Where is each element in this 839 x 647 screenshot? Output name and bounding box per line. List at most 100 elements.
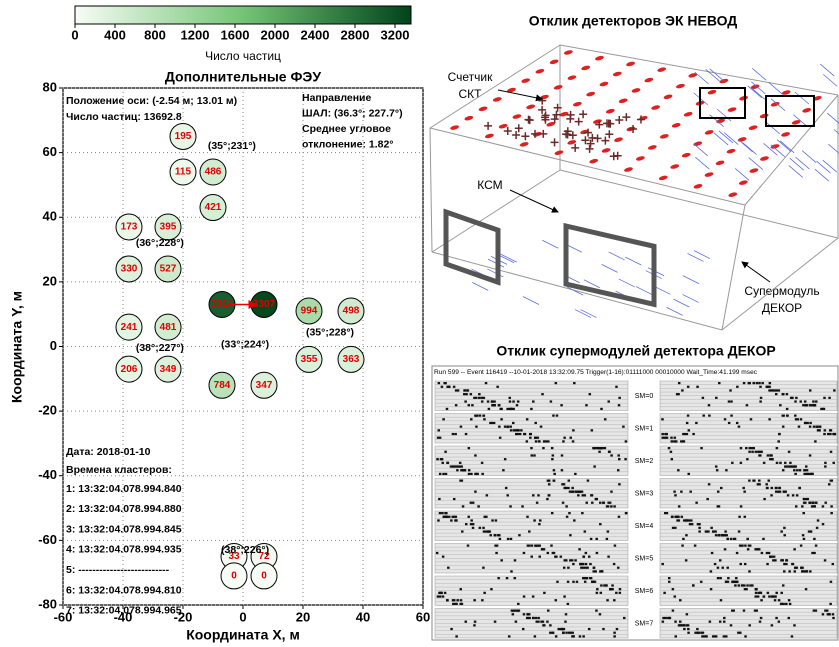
sm-hit xyxy=(577,494,580,496)
sm-hit xyxy=(827,433,830,435)
sm-hit xyxy=(744,563,747,565)
pmt-count: 784 xyxy=(214,380,231,391)
sm-hit xyxy=(806,422,809,424)
sm-hit xyxy=(731,462,734,464)
colorbar xyxy=(75,6,411,24)
track xyxy=(719,131,733,143)
sm-hit xyxy=(760,599,763,601)
sm-hit xyxy=(459,603,462,605)
sm-hit xyxy=(605,584,608,586)
sm-hit xyxy=(670,440,673,442)
counter xyxy=(567,75,577,81)
sm-hit xyxy=(565,487,568,489)
cluster-direction: (35°;231°) xyxy=(208,140,256,152)
sm-hit xyxy=(784,465,787,467)
colorbar-tick-label: 0 xyxy=(71,27,78,42)
sm-hit xyxy=(450,519,453,521)
sm-hit xyxy=(567,603,570,605)
pmt-count: 3307 xyxy=(253,299,276,310)
pmt-count: 0 xyxy=(231,571,237,582)
sm-hit xyxy=(468,473,471,475)
sm-hit xyxy=(824,559,827,561)
counter xyxy=(671,122,681,128)
counter xyxy=(593,118,603,124)
sm-hit xyxy=(736,552,739,554)
counter xyxy=(563,49,573,55)
sm-hit xyxy=(512,610,514,612)
sm-hit xyxy=(755,592,758,594)
sm-hit xyxy=(710,527,713,529)
sm-hit xyxy=(614,545,617,547)
sm-hit xyxy=(832,613,835,615)
sm-hit xyxy=(542,447,545,449)
sm-hit xyxy=(668,581,671,583)
sm-hit xyxy=(555,599,558,601)
panel-title: Отклик супермодулей детектора ДЕКОР xyxy=(496,343,775,359)
sm-hit xyxy=(436,458,439,460)
sm-hit xyxy=(698,527,701,529)
sm-hit xyxy=(813,426,816,428)
sm-hit xyxy=(494,545,497,547)
sm-hit xyxy=(473,624,476,626)
sm-hit xyxy=(760,617,763,619)
sm-label: SM=6 xyxy=(635,588,654,595)
counter xyxy=(719,78,729,84)
track xyxy=(795,92,809,104)
x-tick-label: 60 xyxy=(416,609,430,624)
sm-hit xyxy=(759,386,762,388)
sm-hit xyxy=(456,465,459,467)
sm-hit xyxy=(479,527,482,529)
box-edge xyxy=(722,238,838,330)
sm-hit xyxy=(828,613,831,615)
ksm-hit xyxy=(552,111,560,119)
sm-hit xyxy=(589,393,592,395)
sm-hit xyxy=(472,523,475,525)
sm-hit xyxy=(562,502,565,504)
sm-hit xyxy=(770,454,773,456)
sm-hit xyxy=(521,505,524,507)
sm-hit xyxy=(781,559,784,561)
box-edge xyxy=(430,45,560,128)
sm-hit xyxy=(661,433,664,435)
counter xyxy=(704,129,714,135)
counter xyxy=(704,171,714,177)
sm-hit xyxy=(491,422,494,424)
sm-hit xyxy=(726,567,729,569)
sm-hit xyxy=(550,400,553,402)
sm-hit xyxy=(748,624,751,626)
counter xyxy=(693,183,703,189)
sm-hit xyxy=(824,465,827,467)
sm-hit xyxy=(717,577,720,579)
sm-hit xyxy=(823,433,826,435)
sm-hit xyxy=(622,426,625,428)
sm-hit xyxy=(696,632,699,634)
sm-hit xyxy=(507,426,510,428)
y-tick-label: 20 xyxy=(43,273,57,288)
pointer xyxy=(742,262,770,282)
sm-hit xyxy=(672,527,675,529)
sm-hit xyxy=(811,502,814,504)
sm-hit xyxy=(465,621,468,623)
sm-hit xyxy=(814,404,817,406)
sm-hit xyxy=(571,491,574,493)
sm-hit xyxy=(530,447,533,449)
counter xyxy=(644,77,654,83)
counter xyxy=(526,104,536,110)
sm-hit xyxy=(523,595,526,597)
sm-hit xyxy=(514,429,517,431)
sm-hit xyxy=(441,386,444,388)
sm-hit xyxy=(794,415,797,417)
sm-hit xyxy=(563,567,566,569)
sm-hit xyxy=(547,480,550,482)
sm-hit xyxy=(718,505,721,507)
sm-hit xyxy=(569,491,572,493)
sm-hit xyxy=(812,400,815,402)
sm-hit xyxy=(444,592,447,594)
sm-hit xyxy=(723,635,726,637)
sm-hit xyxy=(809,389,812,391)
sm-hit xyxy=(680,440,683,442)
sm-hit xyxy=(517,400,520,402)
sm-hit xyxy=(683,624,686,626)
sm-hit xyxy=(815,502,818,504)
sm-hit xyxy=(567,581,570,583)
